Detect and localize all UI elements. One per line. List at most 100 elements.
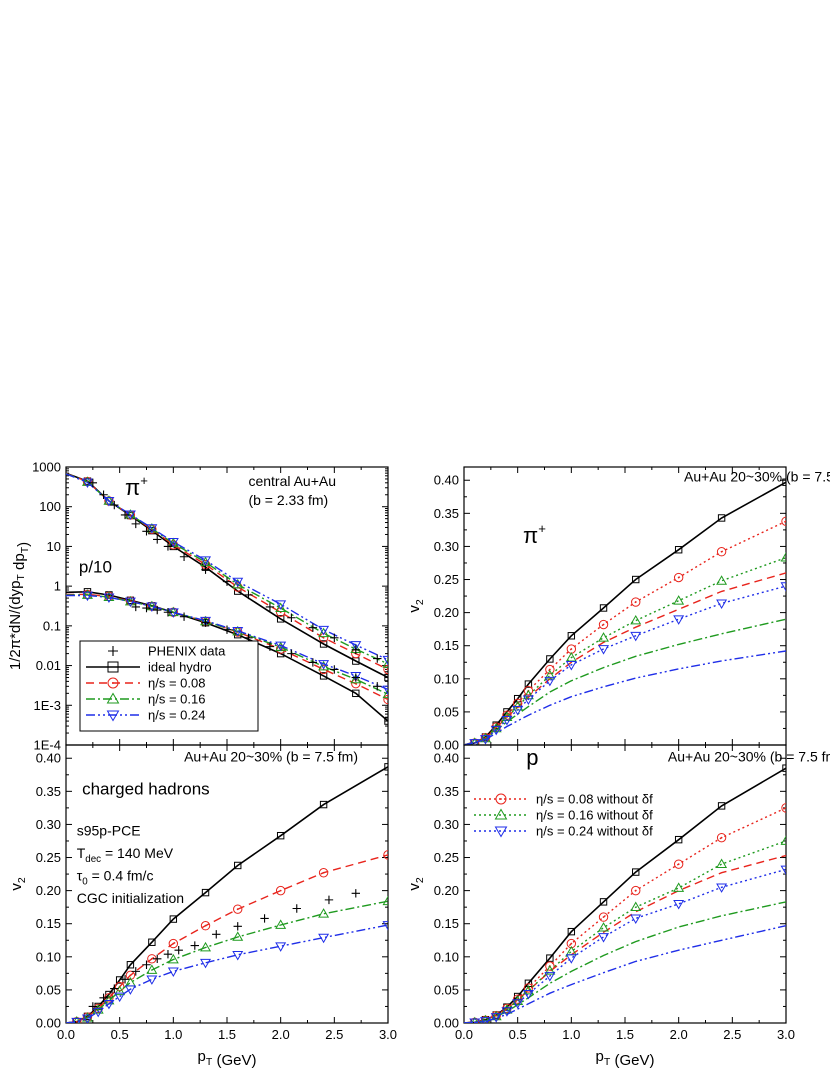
data-point	[716, 883, 728, 893]
series-eta008-2	[464, 854, 786, 1023]
series-layer	[464, 764, 786, 1023]
y-tick-label: 0.25	[36, 850, 61, 865]
series-line	[464, 854, 786, 1023]
y-tick-label: 0.35	[434, 784, 459, 799]
annotation-tdec: Tdec = 140 MeV	[77, 845, 174, 865]
data-point	[99, 490, 108, 499]
data-point	[673, 899, 685, 910]
y-tick-label: 0.20	[434, 605, 459, 620]
data-point	[153, 954, 162, 963]
data-point	[780, 552, 786, 562]
data-point	[319, 672, 328, 680]
data-point	[287, 613, 296, 622]
data-point	[212, 930, 221, 939]
legend-marker	[494, 826, 508, 838]
data-point	[126, 961, 135, 969]
x-tick-label: 2.0	[272, 1027, 290, 1042]
data-point	[384, 717, 388, 725]
data-point	[630, 614, 642, 625]
data-point	[148, 938, 156, 946]
data-point	[142, 527, 151, 536]
data-point	[71, 1017, 83, 1023]
series-line	[464, 618, 786, 745]
x-tick-label: 1.5	[218, 1027, 236, 1042]
data-point	[350, 641, 362, 651]
data-point	[524, 680, 533, 688]
data-point	[103, 495, 115, 505]
annotation-ch: charged hadrons	[82, 780, 210, 799]
panel-v2-charged-hadrons: 0.00 0.05 0.10 0.15 0.20 0.25 0.30 0.35 0.40 0.0 0…	[8, 744, 397, 1069]
data-point	[599, 898, 608, 906]
series-line	[464, 840, 786, 1023]
series-line	[464, 481, 786, 745]
data-point	[275, 885, 286, 896]
data-point	[120, 510, 130, 520]
data-point	[168, 938, 179, 949]
data-point	[103, 999, 115, 1010]
data-point	[319, 800, 328, 809]
data-point	[673, 859, 684, 869]
y-tick-label: 0.10	[36, 949, 61, 964]
data-point	[169, 915, 178, 923]
data-point	[146, 524, 158, 534]
data-point	[308, 658, 318, 667]
data-point	[673, 615, 685, 625]
y-tick-label: 0.25	[434, 850, 459, 865]
x-axis-label: pT (GeV)	[596, 1048, 655, 1069]
data-point	[717, 802, 726, 810]
data-point	[88, 478, 98, 488]
x-tick-label: 2.5	[723, 1027, 741, 1042]
y-tick-label: 0.15	[434, 916, 459, 931]
x-tick-label: 0.0	[57, 1027, 75, 1042]
y-tick-label: 0.20	[434, 883, 459, 898]
panel-spectra: 1E-4 1E-3 0.01 0.1 1 10 100 1000 1/2π*dN/(dypT d…	[7, 460, 389, 753]
data-point	[265, 642, 275, 651]
data-point	[373, 682, 382, 691]
data-point	[544, 965, 556, 975]
data-point	[781, 516, 786, 526]
y-tick-label: 0.10	[434, 949, 459, 964]
legend-marker	[107, 677, 119, 689]
data-point	[598, 922, 610, 932]
legend-entry-eta024: η/s = 0.24	[86, 708, 205, 723]
data-point	[330, 633, 339, 643]
data-point	[99, 993, 108, 1003]
data-point	[124, 597, 136, 608]
data-point	[222, 625, 232, 634]
y-tick-label: 1E-3	[34, 698, 61, 713]
data-point	[179, 552, 189, 561]
y-tick-label: 0.00	[434, 738, 459, 753]
data-point	[142, 960, 151, 969]
x-tick-label: 0.0	[455, 1027, 473, 1042]
y-tick-label: 0.00	[434, 1016, 459, 1031]
y-tick-label: 0.30	[434, 817, 459, 832]
data-point	[782, 764, 786, 772]
data-point	[782, 478, 786, 486]
legend-label: η/s = 0.24 without δf	[536, 824, 653, 839]
legend-marker	[495, 793, 507, 805]
series-eta008-1	[464, 516, 786, 745]
x-tick-label: 1.0	[562, 1027, 580, 1042]
data-point	[490, 725, 502, 736]
data-point	[565, 954, 577, 964]
data-point	[233, 904, 243, 914]
series-layer	[66, 472, 388, 725]
data-point	[522, 984, 534, 995]
data-point	[567, 927, 576, 936]
data-point	[383, 850, 388, 860]
data-point	[146, 964, 158, 974]
series-eta016-2	[66, 473, 388, 668]
y-tick-label: 1E-4	[34, 738, 61, 753]
data-point	[92, 1004, 104, 1014]
series-data-4	[88, 478, 382, 663]
legend-label: PHENIX data	[148, 644, 226, 659]
series-layer	[464, 478, 786, 745]
data-point	[103, 497, 115, 507]
data-point	[351, 645, 360, 654]
data-point	[92, 1007, 104, 1018]
data-point	[275, 602, 287, 612]
data-point	[265, 602, 275, 612]
series-line	[66, 854, 388, 1023]
series-eta024-3	[66, 473, 388, 666]
data-point	[630, 914, 642, 925]
